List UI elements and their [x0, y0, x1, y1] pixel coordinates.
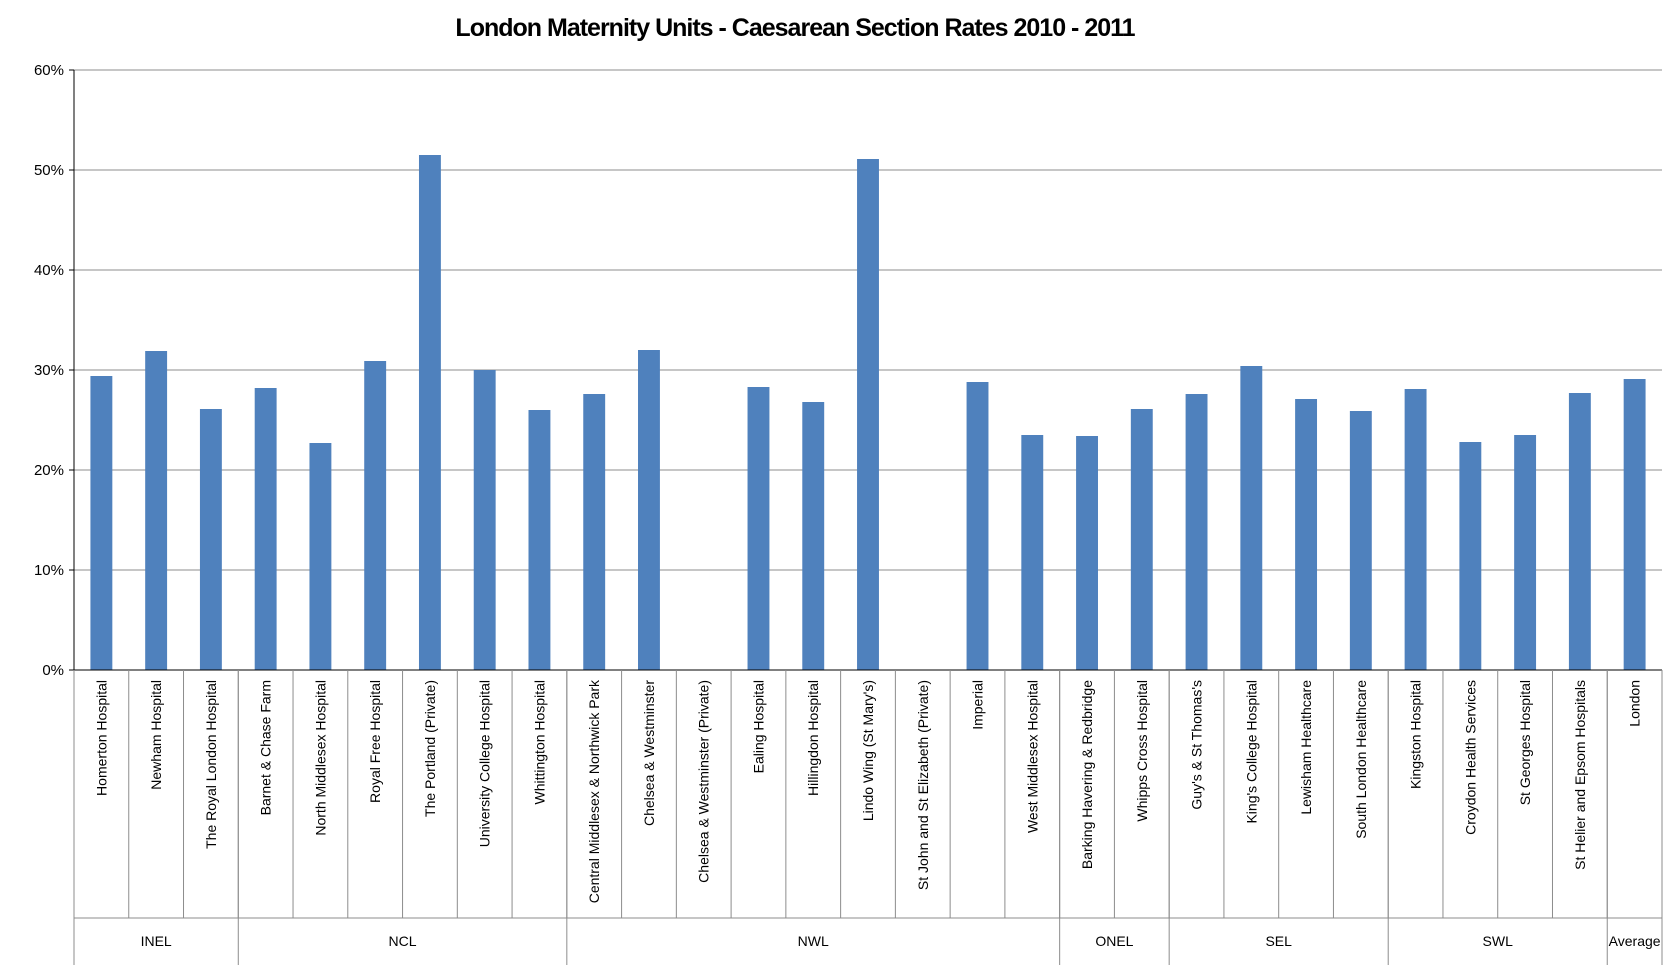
- x-tick-label: Central Middlesex & Northwick Park: [586, 679, 602, 903]
- bar: [1076, 436, 1098, 670]
- group-label: SEL: [1265, 933, 1292, 949]
- x-tick-label: Hillingdon Hospital: [805, 680, 821, 796]
- bar: [254, 388, 277, 670]
- group-label: NWL: [798, 933, 829, 949]
- bar: [1185, 394, 1208, 670]
- bar: [1404, 389, 1427, 670]
- group-labels: INEL NCL NWL ONEL SEL SWL Average: [141, 933, 1661, 949]
- bar: [90, 376, 113, 670]
- x-tick-label: St Helier and Epsom Hospitals: [1572, 680, 1588, 870]
- y-tick-label: 30%: [34, 362, 64, 379]
- group-label: Average: [1609, 933, 1661, 949]
- x-tick-label: Barking Havering & Redbridge: [1079, 680, 1095, 869]
- x-tick-label: Chelsea & Westminster (Private): [696, 680, 712, 883]
- bar: [583, 394, 606, 670]
- group-label: ONEL: [1095, 933, 1133, 949]
- bar: [638, 350, 660, 670]
- x-tick-label: Ealing Hospital: [750, 680, 766, 773]
- bar: [309, 443, 332, 670]
- x-tick-label: Homerton Hospital: [93, 680, 109, 796]
- x-tick-label: King's College Hospital: [1243, 680, 1259, 824]
- bars: [90, 155, 1646, 670]
- x-tick-label: London: [1627, 680, 1643, 727]
- x-tick-label: St Georges Hospital: [1517, 680, 1533, 805]
- y-tick-label: 10%: [34, 562, 64, 579]
- bar: [802, 402, 825, 670]
- y-tick-label: 20%: [34, 462, 64, 479]
- x-tick-label: The Portland (Private): [422, 680, 438, 817]
- y-tick-label: 60%: [34, 62, 64, 79]
- x-tick-label: Imperial: [970, 680, 986, 730]
- bar: [1130, 409, 1153, 670]
- x-tick-label: Whipps Cross Hospital: [1134, 680, 1150, 822]
- x-tick-label: West Middlesex Hospital: [1024, 680, 1040, 833]
- x-tick-label: St John and St Elizabeth (Private): [915, 680, 931, 890]
- x-tick-label: Guy's & St Thomas's: [1189, 680, 1205, 810]
- x-tick-label: Lewisham Healthcare: [1298, 680, 1314, 815]
- bar: [1568, 393, 1591, 670]
- bar: [1240, 366, 1263, 670]
- y-tick-label: 40%: [34, 262, 64, 279]
- bar: [1514, 435, 1537, 670]
- y-tick-labels: 0% 10% 20% 30% 40% 50% 60%: [34, 62, 64, 679]
- bar: [747, 387, 770, 670]
- axes: [69, 69, 1663, 965]
- x-tick-label: Lindo Wing (St Mary's): [860, 680, 876, 821]
- x-tick-label: Whittington Hospital: [531, 680, 547, 805]
- x-tick-label: Croydon Health Services: [1462, 680, 1478, 835]
- x-tick-label: North Middlesex Hospital: [312, 680, 328, 836]
- bar: [1349, 411, 1372, 670]
- bar: [473, 370, 496, 670]
- group-label: SWL: [1483, 933, 1514, 949]
- bar: [857, 159, 879, 670]
- bar: [528, 410, 551, 670]
- x-tick-label: South London Healthcare: [1353, 680, 1369, 839]
- x-tick-labels: Homerton Hospital Newham Hospital The Roya…: [93, 679, 1642, 903]
- bar: [145, 351, 168, 670]
- bar: [199, 409, 222, 670]
- group-label: INEL: [141, 933, 172, 949]
- bar: [1295, 399, 1318, 670]
- bar: [418, 155, 441, 670]
- bar: [966, 382, 989, 670]
- bar: [364, 361, 387, 670]
- x-tick-label: University College Hospital: [477, 680, 493, 847]
- x-tick-label: Newham Hospital: [148, 680, 164, 790]
- y-tick-label: 50%: [34, 162, 64, 179]
- chart-title: London Maternity Units - Caesarean Secti…: [455, 14, 1135, 42]
- x-tick-label: The Royal London Hospital: [203, 680, 219, 849]
- x-tick-label: Royal Free Hospital: [367, 680, 383, 803]
- x-tick-label: Barnet & Chase Farm: [258, 680, 274, 815]
- bar: [1623, 379, 1646, 670]
- group-label: NCL: [389, 933, 417, 949]
- bar: [1459, 442, 1482, 670]
- y-tick-label: 0%: [42, 662, 64, 679]
- x-tick-label: Kingston Hospital: [1408, 680, 1424, 789]
- bar: [1021, 435, 1044, 670]
- x-tick-label: Chelsea & Westminster: [641, 680, 657, 826]
